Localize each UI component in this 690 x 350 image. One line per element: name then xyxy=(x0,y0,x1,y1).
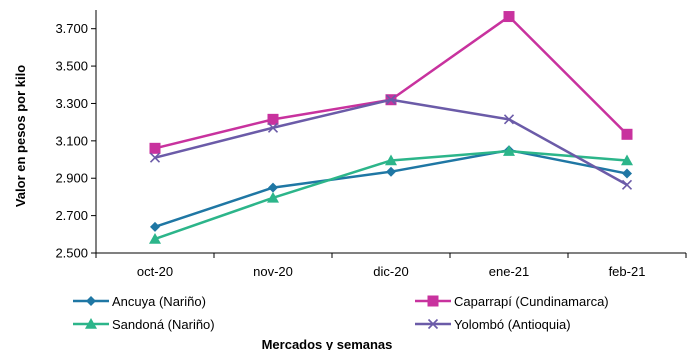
y-tick-label: 2.900 xyxy=(55,171,88,186)
x-tick-label: feb-21 xyxy=(609,264,646,279)
legend-label: Yolombó (Antioquia) xyxy=(454,317,571,332)
y-axis-ticks: 2.500 2.700 2.900 3.100 3.300 3.500 3.700 xyxy=(55,21,96,261)
data-point xyxy=(503,11,515,23)
x-axis-title: Mercados y semanas xyxy=(262,337,393,350)
series-sandona-narino xyxy=(149,145,633,244)
series-line xyxy=(154,15,628,150)
data-point xyxy=(150,221,160,232)
data-point xyxy=(503,145,515,156)
axes xyxy=(95,10,686,254)
data-point xyxy=(386,166,396,177)
legend-marker xyxy=(427,318,439,330)
legend-label: Caparrapí (Cundinamarca) xyxy=(454,294,609,309)
data-point xyxy=(385,154,397,166)
data-point xyxy=(149,142,161,154)
x-axis-ticks: oct-20 nov-20 dic-20 ene-21 feb-21 xyxy=(95,253,687,279)
legend-item-yolombo-antioquia: Yolombó (Antioquia) xyxy=(415,317,571,332)
data-point xyxy=(621,179,633,190)
x-tick-label: nov-20 xyxy=(253,264,293,279)
x-tick-label: oct-20 xyxy=(137,264,173,279)
y-tick-label: 3.300 xyxy=(55,96,88,111)
x-tick-label: dic-20 xyxy=(373,264,408,279)
y-tick-label: 2.700 xyxy=(55,208,88,223)
y-tick-label: 3.100 xyxy=(55,133,88,148)
data-point xyxy=(267,191,279,203)
series-layer xyxy=(149,11,633,244)
legend-label: Ancuya (Nariño) xyxy=(112,294,206,309)
data-point xyxy=(385,94,397,105)
legend-label: Sandoná (Nariño) xyxy=(112,317,215,332)
series-caparrapi-cundinamarca xyxy=(149,11,633,154)
legend: Ancuya (Nariño) Caparrapí (Cundinamarca) S… xyxy=(73,294,609,332)
legend-item-ancuya-narino: Ancuya (Nariño) xyxy=(73,294,206,309)
legend-marker xyxy=(85,318,97,329)
series-yolombo-antioquia xyxy=(149,94,633,190)
legend-marker xyxy=(427,295,439,307)
y-tick-label: 2.500 xyxy=(55,246,88,261)
data-point xyxy=(267,113,279,125)
y-tick-label: 3.700 xyxy=(55,21,88,36)
series-ancuya-narino xyxy=(150,145,632,232)
legend-marker xyxy=(86,296,96,306)
data-point xyxy=(267,122,279,133)
x-tick-label: ene-21 xyxy=(489,264,529,279)
data-point xyxy=(149,152,161,163)
data-point xyxy=(149,232,161,244)
y-tick-label: 3.500 xyxy=(55,59,88,74)
data-point xyxy=(621,128,633,140)
legend-item-sandona-narino: Sandoná (Nariño) xyxy=(73,317,215,332)
data-point xyxy=(503,114,515,125)
legend-item-caparrapi-cundinamarca: Caparrapí (Cundinamarca) xyxy=(415,294,609,309)
data-point xyxy=(268,182,278,193)
data-point xyxy=(622,168,632,179)
y-axis-title: Valor en pesos por kilo xyxy=(13,65,28,207)
data-point xyxy=(621,154,633,166)
